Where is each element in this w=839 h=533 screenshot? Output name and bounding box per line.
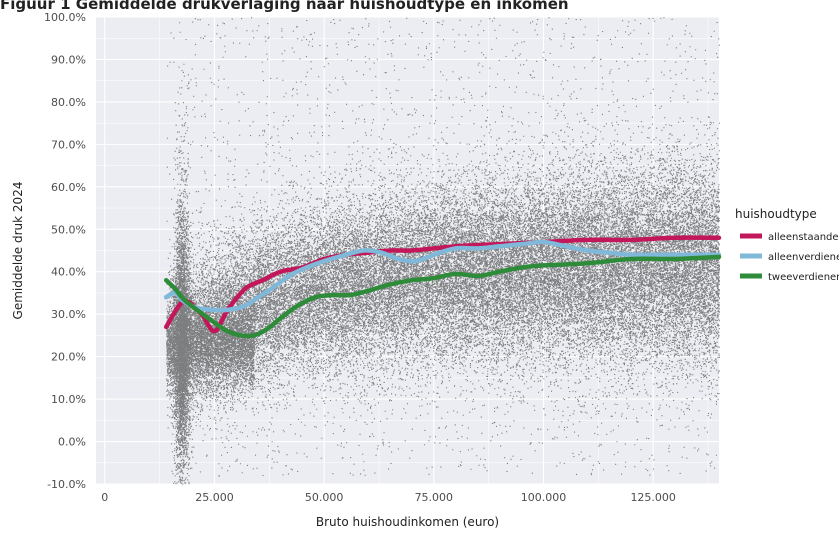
y-axis-title: Gemiddelde druk 2024 (11, 182, 25, 320)
y-tick-label-0: -10.0% (47, 478, 86, 491)
y-tick-label-9: 80.0% (51, 96, 86, 109)
y-tick-label-8: 70.0% (51, 138, 86, 151)
chart-title-fragment: Figuur 1 Gemiddelde drukverlaging naar h… (0, 0, 569, 13)
smooth-lines (163, 235, 722, 339)
y-tick-label-11: 100.0% (44, 11, 86, 24)
y-tick-label-4: 30.0% (51, 308, 86, 321)
series-line-tweeverdieners (163, 254, 722, 339)
x-tick-label-2: 50.000 (305, 491, 344, 504)
y-tick-label-2: 10.0% (51, 393, 86, 406)
x-tick-label-4: 100.000 (521, 491, 567, 504)
x-axis-title: Bruto huishoudinkomen (euro) (316, 515, 499, 529)
y-tick-label-1: 0.0% (58, 436, 86, 449)
legend-title: huishoudtype (735, 207, 817, 221)
legend-label-tweeverdieners: tweeverdieners (768, 272, 839, 283)
y-tick-label-10: 90.0% (51, 53, 86, 66)
legend: huishoudtype alleenstaanden alleenverdien… (735, 207, 839, 283)
legend-label-alleenstaanden: alleenstaanden (768, 232, 839, 243)
y-tick-label-3: 20.0% (51, 351, 86, 364)
series-line-alleenverdieners (163, 239, 722, 313)
legend-label-alleenverdieners: alleenverdieners (768, 252, 839, 263)
y-tick-label-5: 40.0% (51, 266, 86, 279)
x-tick-label-3: 75.000 (415, 491, 454, 504)
y-tick-label-7: 60.0% (51, 181, 86, 194)
x-tick-label-1: 25.000 (195, 491, 234, 504)
tick-labels: -10.0% 0.0% 10.0% 20.0% 30.0% 40.0% 50.0% 60.0%… (44, 11, 676, 504)
y-tick-label-6: 50.0% (51, 223, 86, 236)
x-tick-label-5: 125.000 (630, 491, 676, 504)
x-tick-label-0: 0 (101, 491, 108, 504)
